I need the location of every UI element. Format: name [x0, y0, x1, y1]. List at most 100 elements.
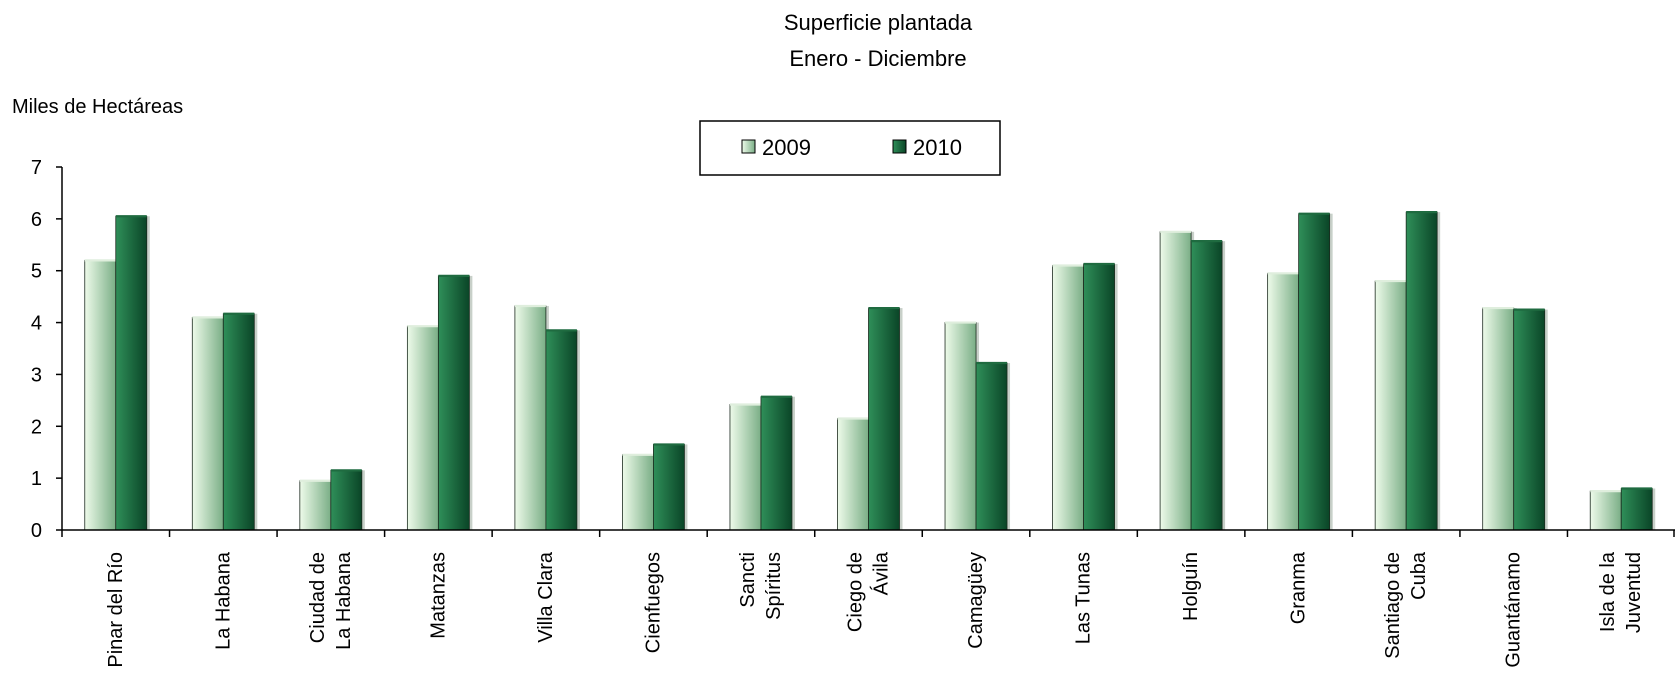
bar-face — [1374, 280, 1407, 531]
x-tick-label-line: Guantánamo — [1503, 552, 1525, 668]
bar-2009 — [944, 321, 980, 531]
y-axis-label: Miles de Hectáreas — [12, 96, 183, 118]
bar-2010 — [1513, 308, 1548, 531]
x-tick-label-line: Santiago de — [1382, 552, 1404, 659]
bar-2010 — [437, 274, 473, 531]
bar-face — [837, 418, 869, 531]
legend-label-2010: 2010 — [913, 135, 962, 160]
bar-2010 — [1190, 240, 1226, 531]
bar-face — [1190, 240, 1223, 531]
bar-2009 — [1159, 230, 1195, 531]
x-tick-label-line: Camagüey — [965, 552, 987, 649]
bar-2010 — [868, 306, 903, 531]
x-tick-label-line: Villa Clara — [535, 551, 557, 643]
bar-face — [1298, 213, 1331, 531]
bar-face — [1513, 309, 1546, 531]
bar-2010 — [115, 215, 150, 531]
x-tick-label-line: Cuba — [1408, 551, 1430, 600]
bar-2009 — [1052, 264, 1087, 531]
y-tick-label: 5 — [31, 261, 42, 283]
bar-face — [1620, 488, 1653, 531]
bar-2009 — [622, 453, 657, 531]
legend: 2009 2010 — [699, 120, 1001, 176]
bar-face — [1267, 272, 1300, 531]
legend-label-2009: 2009 — [762, 135, 811, 160]
bar-face — [1083, 263, 1115, 531]
bar-2010 — [222, 312, 258, 531]
x-tick-label-line: Cienfuegos — [642, 552, 664, 653]
x-tick-label-line: La Habana — [333, 551, 355, 650]
y-tick-label: 2 — [31, 416, 42, 438]
chart-title: Superficie plantada — [784, 10, 973, 35]
bar-2010 — [975, 361, 1011, 531]
bar-face — [729, 404, 762, 531]
bars — [84, 211, 1656, 531]
bar-2009 — [406, 325, 442, 531]
bar-2009 — [514, 304, 549, 531]
y-tick-label: 7 — [31, 157, 42, 179]
bar-2009 — [1589, 490, 1625, 531]
bar-face — [1052, 265, 1084, 531]
x-tick-label-line: Matanzas — [427, 552, 449, 639]
bar-2009 — [837, 417, 872, 531]
y-tick-label: 4 — [31, 313, 42, 335]
bar-2010 — [330, 469, 365, 531]
x-tick-label-line: Las Tunas — [1073, 552, 1095, 644]
bar-2009 — [299, 479, 334, 531]
bar-face — [437, 275, 470, 531]
bar-face — [1159, 231, 1192, 531]
x-tick-label-line: Pinar del Río — [105, 552, 127, 668]
bar-face — [514, 305, 547, 531]
bar-face — [84, 259, 117, 531]
x-tick-label-line: Isla de la — [1597, 551, 1619, 632]
bar-2009 — [1374, 279, 1410, 531]
bar-2010 — [653, 443, 688, 531]
bar-2010 — [545, 329, 580, 531]
chart-subtitle: Enero - Diciembre — [789, 46, 966, 71]
y-tick-label: 3 — [31, 364, 42, 386]
bar-face — [622, 454, 654, 531]
bar-2010 — [760, 395, 795, 531]
y-axis: 0 1 2 3 4 5 6 7 — [31, 157, 63, 542]
bar-2009 — [1482, 306, 1517, 531]
bar-face — [975, 362, 1008, 531]
bar-2009 — [84, 259, 119, 531]
bar-2010 — [1620, 487, 1656, 531]
bar-face — [760, 396, 793, 531]
y-tick-label: 0 — [31, 520, 42, 542]
x-tick-label-line: Ciego de — [845, 552, 867, 632]
bar-face — [944, 322, 977, 531]
x-tick-label-line: Granma — [1288, 551, 1310, 624]
bar-face — [222, 313, 255, 531]
x-tick-label-line: Ciudad de — [307, 552, 329, 643]
bar-face — [1405, 211, 1438, 531]
bar-2010 — [1405, 211, 1441, 531]
legend-swatch-2010 — [892, 139, 907, 154]
x-axis: Pinar del Río La Habana Ciudad de La Habana… — [61, 529, 1675, 668]
bar-2009 — [1267, 272, 1302, 531]
bar-face — [299, 480, 332, 531]
legend-swatch-2009 — [741, 139, 756, 154]
x-tick-label-line: Holguín — [1180, 552, 1202, 621]
x-tick-label-line: La Habana — [212, 551, 234, 650]
bar-2009 — [191, 316, 227, 531]
bar-face — [406, 325, 439, 531]
x-tick-label-line: Ávila — [870, 551, 893, 595]
bar-face — [330, 469, 363, 531]
x-tick-label-line: Juventud — [1623, 552, 1645, 633]
bar-face — [545, 329, 578, 531]
y-tick-label: 6 — [31, 209, 42, 231]
x-tick-label-line: Spíritus — [763, 552, 785, 620]
bar-2010 — [1298, 212, 1333, 531]
bar-face — [868, 307, 900, 531]
bar-2009 — [729, 403, 764, 531]
bar-face — [653, 444, 685, 531]
x-tick-label-line: Sancti — [737, 552, 759, 608]
bar-face — [1589, 490, 1622, 531]
y-tick-label: 1 — [31, 468, 42, 490]
bar-face — [115, 215, 148, 531]
bar-face — [1482, 307, 1515, 531]
bar-face — [191, 316, 224, 531]
bar-2010 — [1083, 262, 1118, 531]
